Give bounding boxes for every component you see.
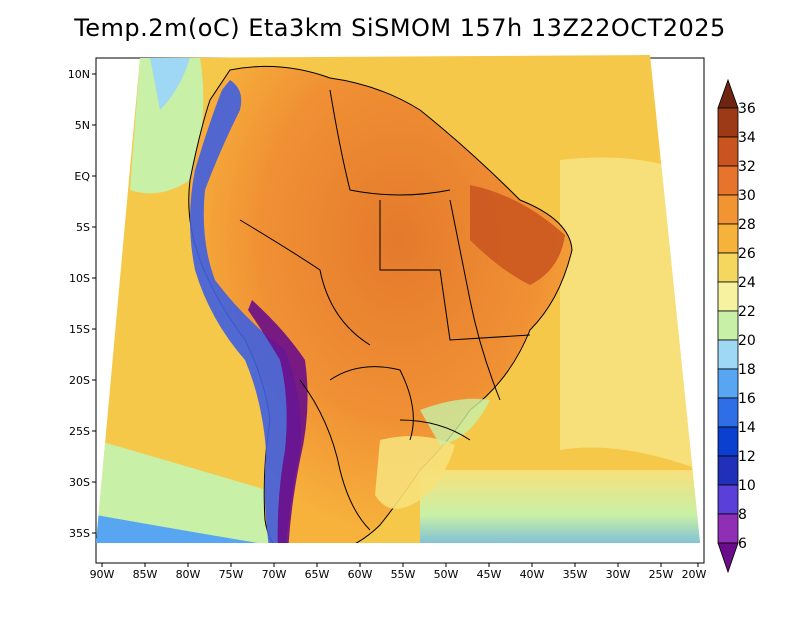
colorbar-segment	[717, 107, 739, 138]
lat-label: 5S	[76, 221, 90, 234]
colorbar-segment	[717, 368, 739, 399]
colorbar-segment	[717, 397, 739, 428]
border-bolivia-paraguay	[329, 366, 414, 441]
pacific-cold-north	[150, 58, 190, 110]
colorbar-segment	[717, 513, 739, 544]
lat-label: 5N	[75, 119, 90, 132]
temperature-field	[96, 55, 700, 543]
colorbar-label: 26	[738, 246, 756, 262]
lon-label: 40W	[520, 568, 545, 581]
colorbar-label: 22	[738, 304, 756, 320]
border-brazil-states-1	[379, 200, 531, 341]
latitude-axis: 10N 5N EQ 5S 10S 15S 20S 25S 30S 35S	[68, 68, 96, 540]
country-borders	[239, 89, 531, 531]
colorbar-segment	[717, 484, 739, 515]
lat-label: 15S	[69, 323, 90, 336]
atlantic-mild-region	[560, 157, 700, 470]
lon-label: 65W	[305, 568, 330, 581]
colorbar-label: 18	[738, 362, 756, 378]
colorbar-label: 36	[738, 101, 756, 117]
pacific-cool-north	[130, 58, 204, 194]
border-brazil-states-2	[449, 199, 501, 401]
colorbar-segment	[717, 426, 739, 457]
lon-label: 30W	[606, 568, 631, 581]
colorbar-label: 34	[738, 130, 756, 146]
lat-label: 30S	[69, 476, 90, 489]
longitude-axis: 90W 85W 80W 75W 70W 65W 60W 55W 50W 45W …	[90, 563, 707, 581]
lon-label: 60W	[348, 568, 373, 581]
lon-label: 70W	[262, 568, 287, 581]
lat-label: 25S	[69, 425, 90, 438]
colorbar-label: 6	[738, 536, 747, 552]
lon-label: 75W	[219, 568, 244, 581]
colorbar-max-arrow	[717, 78, 739, 109]
border-peru-brazil	[239, 219, 371, 346]
lon-label: 80W	[176, 568, 201, 581]
atlantic-cool-south	[420, 469, 700, 543]
border-venezuela-brazil	[329, 89, 451, 196]
lat-label: 10S	[69, 272, 90, 285]
colorbar-segment	[717, 252, 739, 283]
lon-label: 50W	[434, 568, 459, 581]
colorbar-segment	[717, 310, 739, 341]
lon-label: 20W	[682, 568, 707, 581]
lon-label: 55W	[391, 568, 416, 581]
border-brazil-states-3	[399, 419, 471, 441]
colorbar-segment	[717, 194, 739, 225]
colorbar-label: 20	[738, 333, 756, 349]
colorbar-label: 16	[738, 391, 756, 407]
andes-mid	[190, 80, 301, 543]
lon-label: 35W	[563, 568, 588, 581]
colorbar-label: 28	[738, 217, 756, 233]
lon-label: 90W	[90, 568, 115, 581]
lon-label: 85W	[133, 568, 158, 581]
colorbar-label: 12	[738, 449, 756, 465]
lat-label: 10N	[68, 68, 90, 81]
pacific-cold-south	[96, 515, 270, 543]
lat-label: 20S	[69, 374, 90, 387]
colorbar-label: 32	[738, 159, 756, 175]
lat-label: EQ	[74, 170, 90, 183]
colorbar-segment	[717, 339, 739, 370]
colorbar-segment	[717, 136, 739, 167]
map-title: Temp.2m(oC) Eta3km SiSMOM 157h 13Z22OCT2…	[74, 14, 726, 42]
colorbar-label: 8	[738, 507, 747, 523]
andes-cold	[248, 300, 308, 543]
colorbar-segment	[717, 223, 739, 254]
lon-label: 25W	[649, 568, 674, 581]
colorbar-label: 10	[738, 478, 756, 494]
colorbar-segment	[717, 455, 739, 486]
border-chile-argentina	[299, 379, 371, 531]
southeast-cool-patch	[420, 398, 490, 445]
lon-label: 45W	[477, 568, 502, 581]
south-brazil-mild	[375, 436, 455, 509]
colorbar-label: 24	[738, 275, 756, 291]
colorbar: 36 34 32 30 28 26 24 22 20 18 16 14 12 1…	[717, 78, 756, 574]
colorbar-label: 14	[738, 420, 756, 436]
lat-label: 35S	[69, 527, 90, 540]
colorbar-segment	[717, 165, 739, 196]
colorbar-segment	[717, 281, 739, 312]
colorbar-min-arrow	[717, 542, 739, 574]
colorbar-label: 30	[738, 188, 756, 204]
hot-northeast	[470, 185, 565, 285]
